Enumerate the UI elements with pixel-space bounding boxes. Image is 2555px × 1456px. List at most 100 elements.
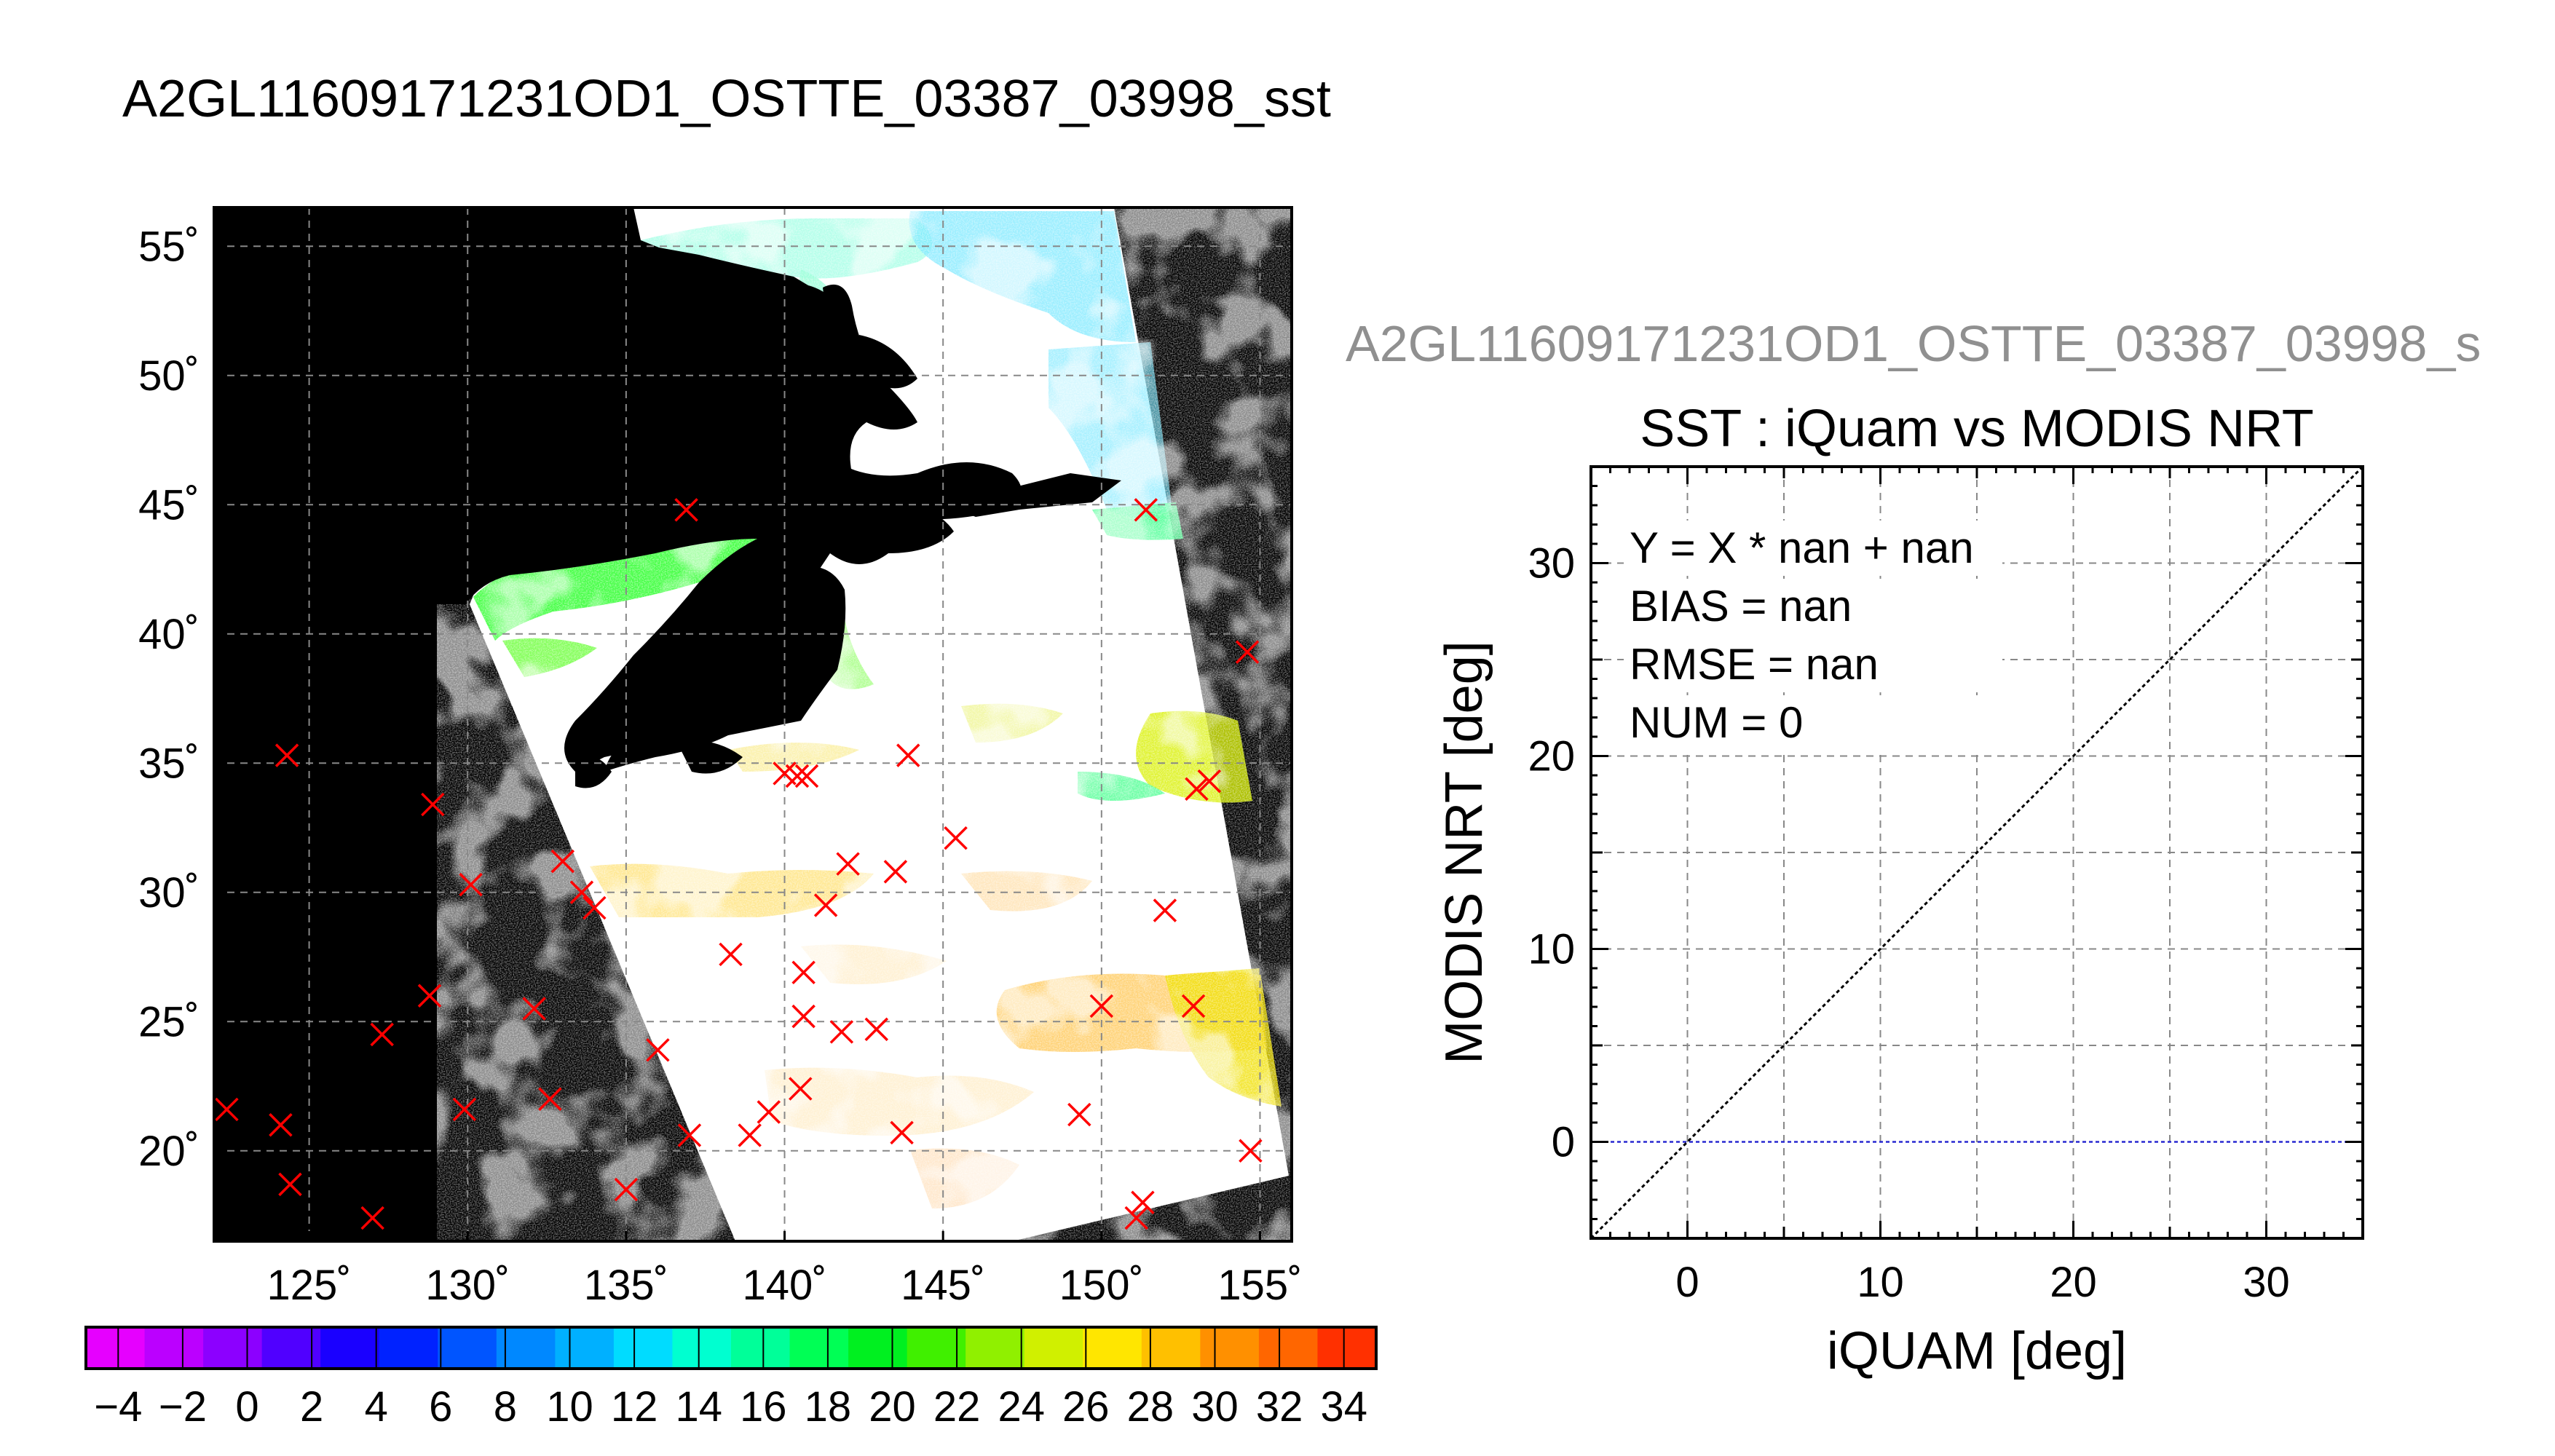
- buoy-marker: [550, 849, 575, 874]
- map-lon-tick-label: 130˚: [425, 1262, 510, 1309]
- map-lat-tick-label: 40˚: [138, 611, 200, 658]
- map-lat-tick-label: 35˚: [138, 740, 200, 787]
- buoy-marker: [757, 1100, 781, 1124]
- buoy-marker: [883, 860, 908, 884]
- scatter-y-tick-label: 0: [1552, 1119, 1575, 1166]
- colorbar-tick-label: 14: [675, 1383, 722, 1431]
- colorbar-cell: [320, 1327, 380, 1369]
- map-lat-ticks: 20˚ 25˚ 30˚ 35˚ 40˚ 45˚ 50˚ 55˚: [138, 223, 224, 1175]
- buoy-marker: [522, 997, 546, 1021]
- colorbar-tick-label: 18: [805, 1383, 852, 1431]
- map-lat-tick-label: 20˚: [138, 1128, 200, 1175]
- buoy-marker: [864, 1017, 888, 1042]
- colorbar-cell: [86, 1327, 146, 1369]
- buoy-marker: [785, 764, 810, 788]
- buoy-marker: [646, 1038, 670, 1062]
- colorbar-tick-label: 2: [300, 1383, 323, 1431]
- buoy-marker: [836, 852, 860, 876]
- map-panel: 125˚ 130˚ 135˚ 140˚ 145˚ 150˚ 155˚ 20˚ 25˚ 30˚ 35…: [138, 206, 1303, 1309]
- stats-line: Y = X * nan + nan: [1630, 523, 1974, 572]
- buoy-marker: [1197, 769, 1222, 794]
- colorbar-cell: [789, 1327, 849, 1369]
- stats-background: [1624, 695, 2002, 751]
- colorbar-cell: [496, 1327, 556, 1369]
- map-lon-tick-label: 125˚: [267, 1262, 352, 1309]
- buoy-marker: [569, 880, 594, 904]
- stats-line: BIAS = nan: [1630, 582, 1852, 630]
- map-lon-tick-label: 150˚: [1059, 1262, 1144, 1309]
- colorbar-tick-label: 20: [869, 1383, 916, 1431]
- buoy-marker: [791, 960, 816, 985]
- colorbar-tick-label: 0: [235, 1383, 258, 1431]
- buoy-marker: [1067, 1102, 1091, 1127]
- map-frame: [213, 206, 1293, 1243]
- one-to-one-line: [1591, 467, 2363, 1238]
- buoy-marker: [417, 984, 442, 1008]
- scatter-x-tick-label: 0: [1675, 1259, 1699, 1306]
- buoy-marker: [1181, 994, 1206, 1018]
- buoy-marker: [1153, 898, 1177, 922]
- colorbar-tick-label: 32: [1256, 1383, 1303, 1431]
- buoy-marker: [538, 1087, 562, 1111]
- colorbar-tick-label: −4: [94, 1383, 142, 1431]
- buoy-marker: [1124, 1206, 1148, 1230]
- scatter-x-tick-label: 20: [2050, 1259, 2097, 1306]
- colorbar-tick-label: 4: [365, 1383, 388, 1431]
- map-lat-tick-label: 25˚: [138, 998, 200, 1045]
- scatter-y-tick-label: 10: [1528, 926, 1575, 973]
- colorbar-cell: [613, 1327, 673, 1369]
- colorbar-tick-label: 34: [1320, 1383, 1367, 1431]
- colorbar-cell: [965, 1327, 1025, 1369]
- scatter-y-tick-label: 20: [1528, 733, 1575, 780]
- buoy-marker: [829, 1020, 854, 1044]
- buoy-marker: [278, 1172, 302, 1197]
- scatter-x-tick-label: 30: [2243, 1259, 2290, 1306]
- buoy-marker: [890, 1120, 914, 1145]
- buoy-marker: [791, 1004, 816, 1029]
- stats-line: RMSE = nan: [1630, 640, 1879, 689]
- colorbar-cell: [848, 1327, 908, 1369]
- buoy-marker: [360, 1206, 384, 1230]
- colorbar-tick-label: 24: [998, 1383, 1045, 1431]
- buoy-marker: [719, 942, 743, 967]
- colorbar-tick-label: 30: [1191, 1383, 1239, 1431]
- buoy-marker: [583, 895, 607, 920]
- scatter-x-tick-labels: 0 10 20 30: [1675, 1259, 2289, 1306]
- map-lat-tick-label: 30˚: [138, 869, 200, 917]
- buoy-marker: [421, 792, 445, 817]
- colorbar-cell: [1024, 1327, 1083, 1369]
- colorbar-tick-label: 8: [494, 1383, 517, 1431]
- colorbar-tick-label: 26: [1062, 1383, 1110, 1431]
- map-lon-tick-label: 145˚: [901, 1262, 985, 1309]
- buoy-marker: [738, 1123, 762, 1147]
- scatter-title: SST : iQuam vs MODIS NRT: [1640, 400, 2314, 458]
- buoy-marker: [370, 1022, 394, 1047]
- buoy-marker: [789, 1077, 813, 1101]
- colorbar-cell: [555, 1327, 615, 1369]
- scatter-y-tick-label: 30: [1528, 540, 1575, 587]
- stats-background: [1624, 579, 2002, 634]
- buoy-marker: [275, 743, 299, 767]
- colorbar-tick-label: −2: [159, 1383, 207, 1431]
- colorbar-cell: [1317, 1327, 1377, 1369]
- map-lon-tick-label: 155˚: [1217, 1262, 1302, 1309]
- buoy-marker: [1235, 640, 1260, 664]
- buoy-marker: [813, 893, 838, 917]
- buoy-marker: [269, 1113, 293, 1137]
- buoy-marker: [1239, 1139, 1263, 1163]
- colorbar-cell: [1141, 1327, 1201, 1369]
- stats-background: [1624, 637, 2002, 692]
- buoy-marker: [1089, 994, 1114, 1018]
- stats-line: NUM = 0: [1630, 698, 1803, 747]
- map-lat-tick-label: 45˚: [138, 481, 200, 529]
- colorbar-frame: [84, 1326, 1378, 1370]
- colorbar-labels: −4 −2 0 2 4 6 8 10 12 14 16 18 20 22 24 26 28 30 32 34: [94, 1327, 1367, 1431]
- buoy-marker: [677, 1123, 702, 1147]
- colorbar-tick-label: 28: [1127, 1383, 1174, 1431]
- colorbar-tick-label: 16: [740, 1383, 787, 1431]
- scatter-x-tick-label: 10: [1857, 1259, 1904, 1306]
- colorbar-cell: [203, 1327, 263, 1369]
- colorbar-cell: [1083, 1327, 1142, 1369]
- colorbar-cells: [86, 1327, 1377, 1369]
